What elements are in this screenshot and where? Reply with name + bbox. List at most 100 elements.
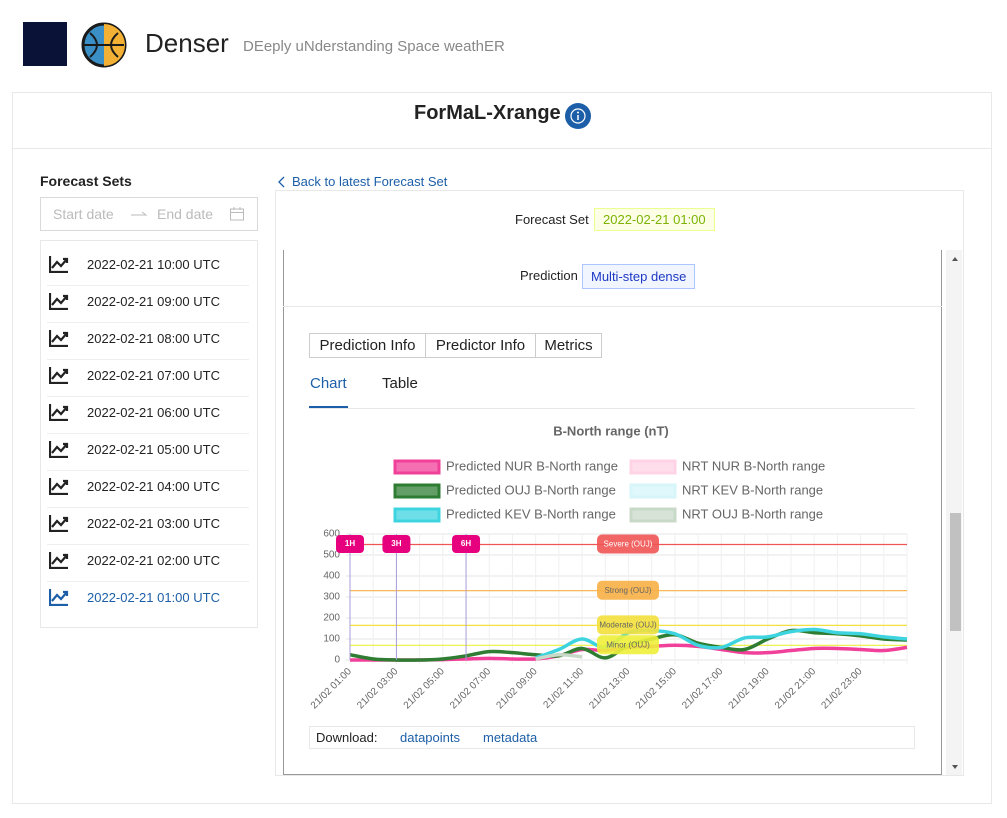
forecast-item: 2022-02-21 03:00 UTC: [87, 516, 220, 531]
item-divider: [47, 322, 249, 323]
chart-icon: [49, 478, 69, 495]
legend-label: NRT KEV B-North range: [682, 482, 823, 497]
divider: [12, 148, 992, 149]
icon-path: [49, 256, 69, 273]
lead-label: 1H: [345, 539, 355, 548]
prediction-badge: Multi-step dense: [582, 264, 696, 289]
chart-icon: [49, 441, 69, 458]
date-range[interactable]: [40, 197, 258, 231]
download-bar: [309, 726, 915, 749]
chart-icon: [49, 404, 69, 421]
icon-path: [49, 293, 69, 310]
forecast-set-label: Forecast Set: [515, 212, 589, 227]
series-line: [535, 652, 583, 661]
chart-icon: [49, 330, 69, 347]
chart-icon: [49, 367, 69, 384]
icon-path: [49, 552, 69, 569]
tab-underline: [309, 406, 348, 408]
arrow-icon: [131, 211, 148, 216]
forecast-item: 2022-02-21 01:00 UTC: [87, 590, 220, 605]
tab[interactable]: Predictor Info: [425, 333, 536, 358]
legend-label: NRT OUJ B-North range: [682, 506, 823, 521]
chart-icon: [49, 256, 69, 273]
x-tick-label: 21/02 05:00: [402, 666, 447, 711]
item-divider: [47, 285, 249, 286]
legend-label: Predicted OUJ B-North range: [446, 482, 616, 497]
item-divider: [47, 507, 249, 508]
prediction-panel: [283, 250, 942, 775]
download-link[interactable]: datapoints: [400, 730, 460, 745]
x-tick-label: 21/02 15:00: [634, 666, 679, 711]
chart-title: B-North range (nT): [553, 423, 669, 438]
end-date[interactable]: End date: [157, 206, 214, 222]
legend-label: Predicted NUR B-North range: [446, 458, 618, 473]
threshold-label: Strong (OUJ): [604, 586, 651, 595]
back-link[interactable]: Back to latest Forecast Set: [292, 174, 448, 189]
forecast-item: 2022-02-21 05:00 UTC: [87, 442, 220, 457]
threshold-box: [597, 580, 659, 600]
view-tab[interactable]: Table: [382, 375, 418, 392]
chart-icon: [49, 552, 69, 569]
scrollbar[interactable]: [946, 250, 962, 775]
y-tick-label: 100: [323, 634, 340, 645]
x-tick-label: 21/02 21:00: [773, 666, 818, 711]
legend-swatch: [629, 483, 677, 499]
legend-swatch: [629, 459, 677, 475]
download-link[interactable]: metadata: [483, 730, 538, 745]
legend-swatch: [393, 483, 441, 499]
icon-path: [49, 441, 69, 458]
chart-icon: [49, 293, 69, 310]
lead-label: 3H: [391, 539, 401, 548]
tab[interactable]: Prediction Info: [309, 333, 426, 358]
item-divider: [47, 359, 249, 360]
forecast-item: 2022-02-21 10:00 UTC: [87, 257, 220, 272]
icon-path: [49, 330, 69, 347]
page-title: ForMaL-Xrange: [414, 102, 561, 124]
icon-path: [49, 404, 69, 421]
info-icon[interactable]: [564, 102, 592, 130]
card: [12, 92, 992, 804]
forecast-list: [40, 240, 258, 628]
back-icon: [278, 176, 285, 188]
x-tick-label: 21/02 23:00: [819, 666, 864, 711]
y-tick-label: 600: [323, 529, 340, 540]
threshold-box: [597, 534, 659, 554]
item-divider: [47, 581, 249, 582]
lead-box: [382, 535, 411, 553]
logo: [23, 22, 67, 66]
tab[interactable]: Metrics: [535, 333, 602, 358]
scroll-arrows[interactable]: [950, 253, 960, 773]
y-tick-label: 0: [334, 655, 340, 666]
x-tick-label: 21/02 03:00: [355, 666, 400, 711]
icon-path: [49, 478, 69, 495]
item-divider: [47, 470, 249, 471]
legend-swatch: [629, 507, 677, 523]
chart-icon: [49, 589, 69, 606]
threshold-label: Minor (OUJ): [606, 640, 650, 649]
chart-icon: [49, 515, 69, 532]
threshold-label: Severe (OUJ): [604, 540, 653, 549]
legend-label: NRT NUR B-North range: [682, 458, 825, 473]
forecast-item: 2022-02-21 09:00 UTC: [87, 294, 220, 309]
icon-path: [49, 515, 69, 532]
app-title: Denser: [145, 28, 229, 58]
start-date[interactable]: Start date: [53, 206, 114, 222]
scroll-thumb[interactable]: [950, 513, 961, 631]
y-tick-label: 400: [323, 571, 340, 582]
item-divider: [47, 544, 249, 545]
y-tick-label: 500: [323, 550, 340, 561]
chart: B-North range (nT) Predicted NUR B-North …: [309, 423, 908, 711]
icon-path: [49, 589, 69, 606]
x-tick-label: 21/02 09:00: [495, 666, 540, 711]
threshold-label: Moderate (OUJ): [599, 620, 657, 629]
legend-swatch: [393, 507, 441, 523]
calendar-icon: [230, 207, 244, 221]
x-tick-label: 21/02 13:00: [587, 666, 632, 711]
view-tab[interactable]: Chart: [310, 375, 347, 392]
forecast-item: 2022-02-21 04:00 UTC: [87, 479, 220, 494]
forecast-item: 2022-02-21 06:00 UTC: [87, 405, 220, 420]
divider: [309, 408, 915, 409]
x-tick-label: 21/02 01:00: [309, 666, 354, 711]
y-tick-label: 300: [323, 592, 340, 603]
